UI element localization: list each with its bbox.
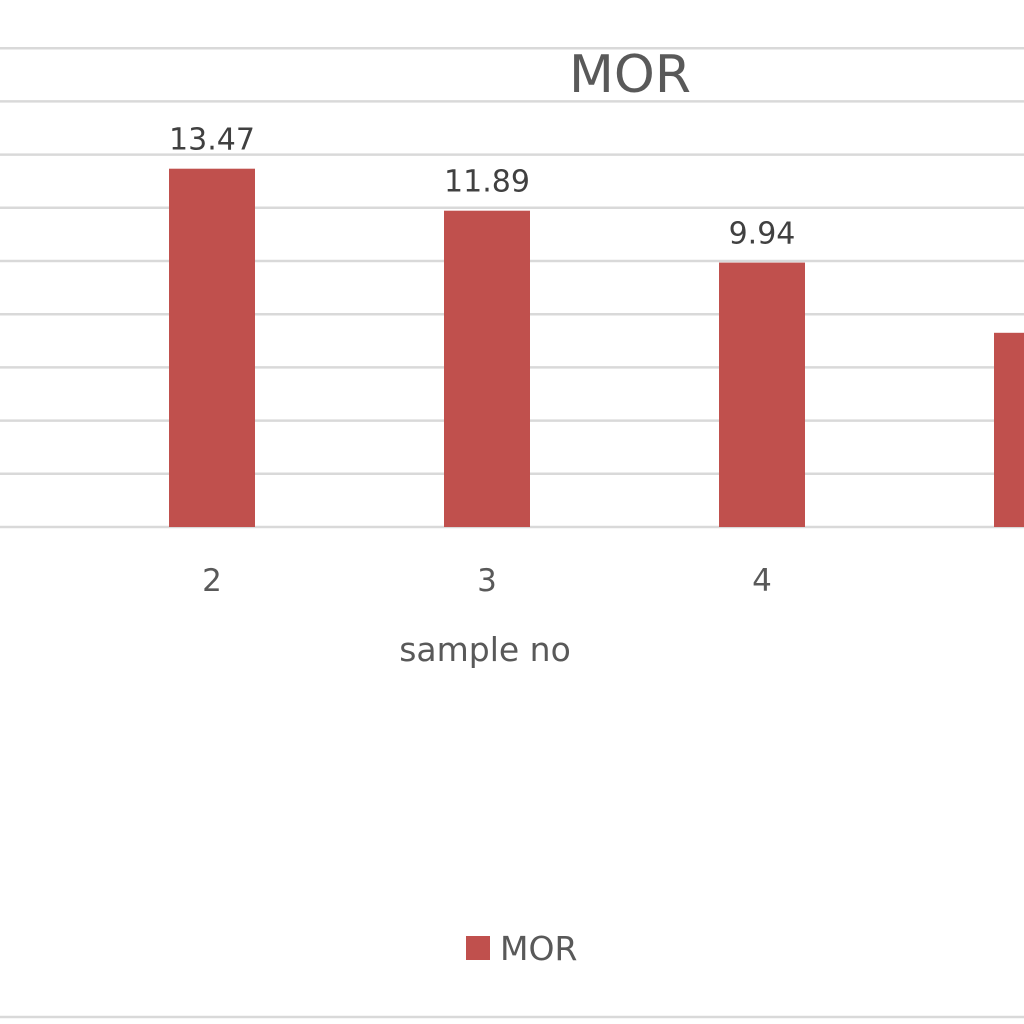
data-label-sample-3: 11.89 — [444, 165, 530, 200]
x-axis-title: sample no — [399, 630, 571, 669]
data-label-sample-4: 9.94 — [729, 217, 796, 252]
x-tick-label-2: 2 — [202, 563, 222, 599]
legend: MOR — [466, 929, 577, 968]
data-labels: 13.47 11.89 9.94 7. — [169, 123, 1024, 322]
bar-sample-3 — [444, 210, 530, 527]
bar-sample-5 — [994, 332, 1024, 527]
bars — [169, 168, 1024, 527]
x-tick-label-3: 3 — [477, 563, 497, 599]
bar-sample-2 — [169, 168, 255, 527]
x-tick-label-4: 4 — [752, 563, 772, 599]
x-tick-labels: 2345 — [202, 563, 772, 599]
legend-label-mor: MOR — [500, 929, 577, 968]
data-label-sample-2: 13.47 — [169, 123, 255, 158]
bar-sample-4 — [719, 262, 805, 527]
data-label-sample-5: 7. — [1023, 287, 1024, 322]
chart-title: MOR — [569, 45, 691, 105]
legend-swatch — [466, 936, 490, 960]
